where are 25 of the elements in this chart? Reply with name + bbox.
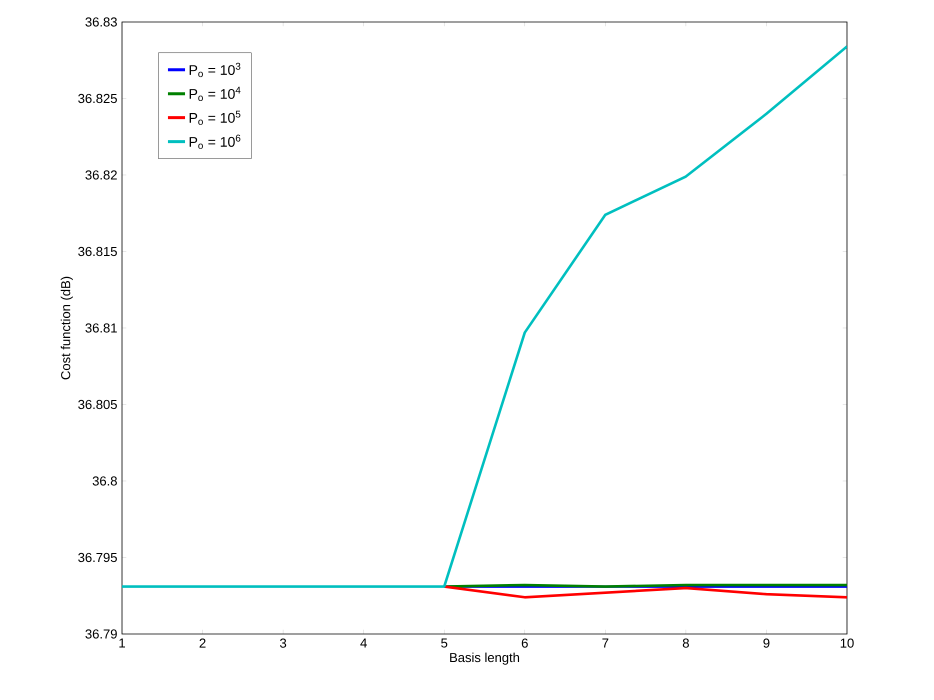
x-tick-label: 7 [602,638,608,648]
x-tick-label: 9 [763,638,770,648]
x-tick-label: 3 [280,638,286,648]
y-tick-label: 36.825 [78,94,117,104]
x-tick-label: 1 [119,638,125,648]
y-tick-label: 36.805 [78,400,117,410]
y-tick-label: 36.815 [78,246,117,256]
y-tick-label: 36.795 [78,552,117,562]
y-tick-label: 36.81 [85,323,117,333]
x-tick-label: 5 [441,638,448,648]
x-tick-label: 2 [200,638,206,648]
x-tick-label: 6 [522,638,528,648]
legend-label: P$_{o}$ = 10$^{5}$ [190,110,240,125]
legend-label: P$_{o}$ = 10$^{3}$ [190,62,240,78]
y-tick-label: 36.8 [92,476,117,486]
legend-label: P$_{o}$ = 10$^{6}$ [190,134,240,149]
x-tick-label: 8 [682,638,689,648]
y-axis-title: Cost function (dB) [60,276,73,380]
legend-label: P$_{o}$ = 10$^{4}$ [190,86,241,102]
y-tick-label: 36.79 [85,629,117,639]
x-tick-label: 4 [360,638,367,648]
x-tick-label: 10 [840,638,854,648]
y-tick-label: 36.82 [85,170,117,180]
x-axis-title: Basis length [450,652,520,665]
y-tick-label: 36.83 [85,17,117,27]
